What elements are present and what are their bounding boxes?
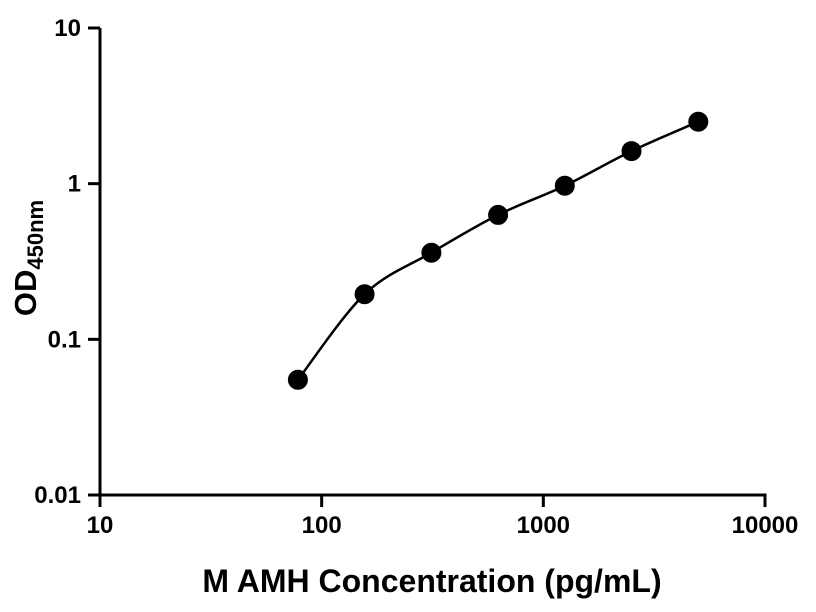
x-tick-label: 10: [87, 512, 114, 539]
y-axis-title-main: OD: [8, 270, 43, 317]
data-point: [688, 111, 709, 132]
y-tick-label: 0.01: [34, 482, 81, 509]
data-point: [287, 369, 308, 390]
y-axis-title: OD450nm: [8, 200, 48, 316]
x-tick-label: 1000: [517, 512, 570, 539]
y-tick-label: 10: [54, 15, 81, 42]
data-point: [621, 141, 642, 162]
data-point: [354, 284, 375, 305]
y-tick-label: 1: [68, 171, 81, 198]
x-tick-label: 100: [302, 512, 342, 539]
y-axis-title-subscript: 450nm: [23, 200, 48, 270]
data-point: [488, 204, 509, 225]
fit-curve: [296, 120, 699, 381]
x-axis-title: M AMH Concentration (pg/mL): [202, 563, 661, 599]
data-point: [421, 242, 442, 263]
data-point: [554, 175, 575, 196]
x-tick-label: 10000: [732, 512, 799, 539]
plot-area: 10 100 1000 10000 0.01 0.1 1 10: [34, 15, 798, 539]
y-tick-label: 0.1: [48, 326, 81, 353]
